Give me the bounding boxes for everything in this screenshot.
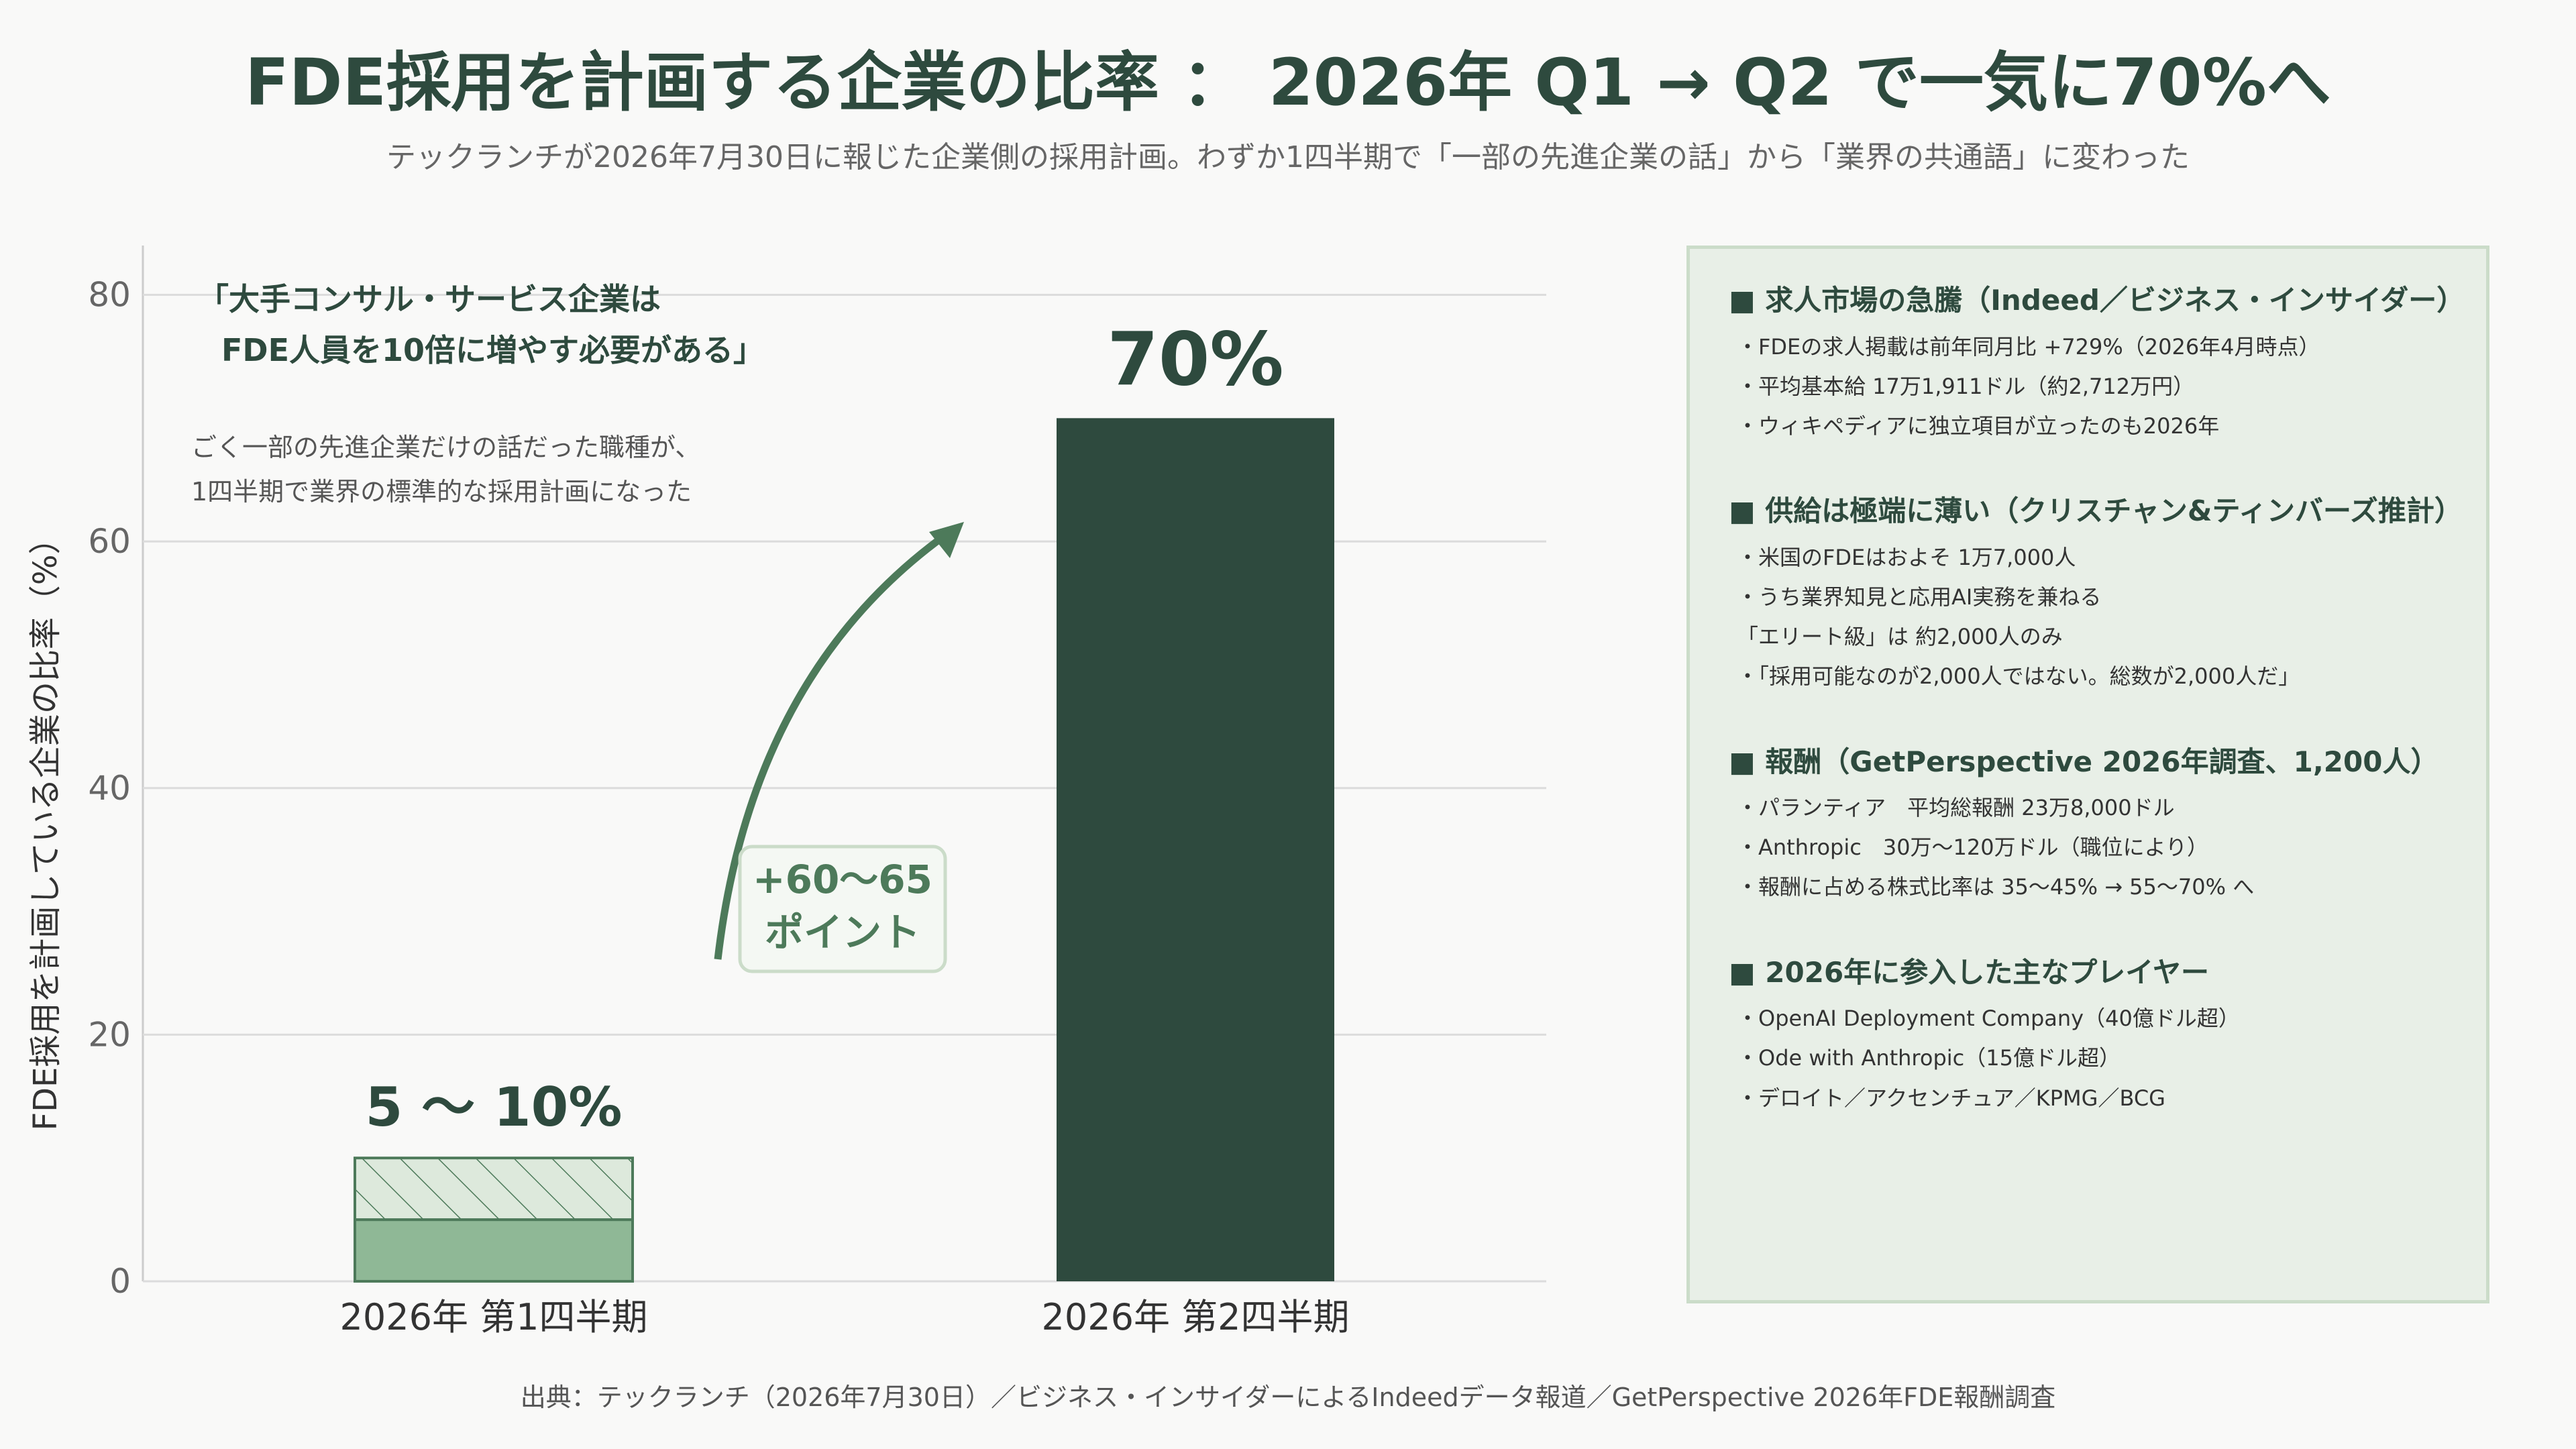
bar-value-label: 70% <box>1107 316 1283 402</box>
x-tick-labels: 2026年 第1四半期 2026年 第2四半期 <box>340 1296 1350 1338</box>
panel-item: ・報酬に占める株式比率は 35～45% → 55～70% へ <box>1737 874 2255 900</box>
y-tick-label: 20 <box>88 1015 131 1054</box>
facts-panel: ■ 求人市場の急騰（Indeed／ビジネス・インサイダー） ・FDEの求人掲載は前… <box>1686 246 2489 1303</box>
delta-box <box>738 845 947 973</box>
panel-section: ■ 報酬（GetPerspective 2026年調査、1,200人） ・パランテ… <box>1729 744 2486 908</box>
y-tick-label: 60 <box>88 522 131 561</box>
bar-q1-confirmed <box>354 1218 634 1283</box>
panel-item: ・平均基本給 17万1,911ドル（約2,712万円） <box>1737 373 2195 399</box>
quote-line-1: 「大手コンサル・サービス企業は <box>198 281 661 317</box>
panel-item: ・Anthropic 30万～120万ドル（職位により） <box>1737 835 2208 861</box>
panel-section: ■ 求人市場の急騰（Indeed／ビジネス・インサイダー） ・FDEの求人掲載は前… <box>1729 282 2486 446</box>
source-note: 出典：テックランチ（2026年7月30日）／ビジネス・インサイダーによるInde… <box>520 1383 2056 1412</box>
growth-arrow <box>714 527 955 960</box>
panel-item: ・米国のFDEはおよそ 1万7,000人 <box>1737 544 2076 570</box>
chart-subtitle: テックランチが2026年7月30日に報じた企業側の採用計画。わずか1四半期で「一… <box>386 140 2190 174</box>
delta-line-2: ポイント <box>765 910 920 955</box>
panel-item: ・ウィキペディアに独立項目が立ったのも2026年 <box>1737 413 2220 439</box>
growth-arrowhead <box>929 522 964 558</box>
x-tick-label: 2026年 第2四半期 <box>1042 1296 1350 1338</box>
y-tick-label: 0 <box>109 1262 131 1301</box>
panel-item: ・デロイト／アクセンチュア／KPMG／BCG <box>1737 1085 2165 1111</box>
delta-line-1: +60～65 <box>753 857 932 902</box>
bar-q1-range <box>354 1157 634 1222</box>
panel-section: ■ 供給は極端に薄い（クリスチャン&ティンバーズ推計） ・米国のFDEはおよそ 1… <box>1729 493 2486 696</box>
panel-section-heading: ■ 求人市場の急騰（Indeed／ビジネス・インサイダー） <box>1729 284 2465 317</box>
note-line-2: 1四半期で業界の標準的な採用計画になった <box>191 477 692 506</box>
grid-lines <box>142 246 1546 1283</box>
y-tick-label: 40 <box>88 769 131 808</box>
panel-section-heading: ■ 供給は極端に薄い（クリスチャン&ティンバーズ推計） <box>1729 494 2463 528</box>
x-tick-label: 2026年 第1四半期 <box>340 1296 648 1338</box>
panel-item: ・Ode with Anthropic（15億ドル超） <box>1737 1045 2121 1071</box>
quote-line-2: FDE人員を10倍に増やす必要がある」 <box>221 332 764 368</box>
y-tick-label: 80 <box>88 276 131 315</box>
bars: 5 ～ 10% 70% <box>354 316 1334 1283</box>
note-line-1: ごく一部の先進企業だけの話だった職種が、 <box>191 433 700 462</box>
bar-value-label: 5 ～ 10% <box>366 1076 623 1138</box>
y-axis-label: FDE採用を計画している企業の比率（%） <box>27 522 64 1130</box>
panel-item: ・FDEの求人掲載は前年同月比 +729%（2026年4月時点） <box>1737 333 2320 360</box>
panel-item: ・うち業界知見と応用AI実務を兼ねる 「エリート級」は 約2,000人のみ <box>1737 584 2102 650</box>
panel-item: ・パランティア 平均総報酬 23万8,000ドル <box>1737 795 2175 821</box>
panel-section-heading: ■ 2026年に参入した主なプレイヤー <box>1729 955 2209 989</box>
bar-chart: 0 20 40 60 80 FDE採用を計画している企業の比率（%） 5 ～ 10% 70… <box>27 246 1546 1338</box>
panel-item: ・「採用可能なのが2,000人ではない。総数が2,000人だ」 <box>1737 663 2300 690</box>
panel-section-heading: ■ 報酬（GetPerspective 2026年調査、1,200人） <box>1729 745 2439 778</box>
panel-section: ■ 2026年に参入した主なプレイヤー・OpenAI Deployment Co… <box>1729 955 2486 1118</box>
bar-q2 <box>1057 418 1334 1282</box>
y-tick-labels: 0 20 40 60 80 <box>88 276 131 1301</box>
chart-title: FDE採用を計画する企業の比率 ： 2026年 Q1 → Q2 で一気に70%へ <box>245 45 2331 120</box>
panel-item: ・OpenAI Deployment Company（40億ドル超） <box>1737 1006 2240 1032</box>
